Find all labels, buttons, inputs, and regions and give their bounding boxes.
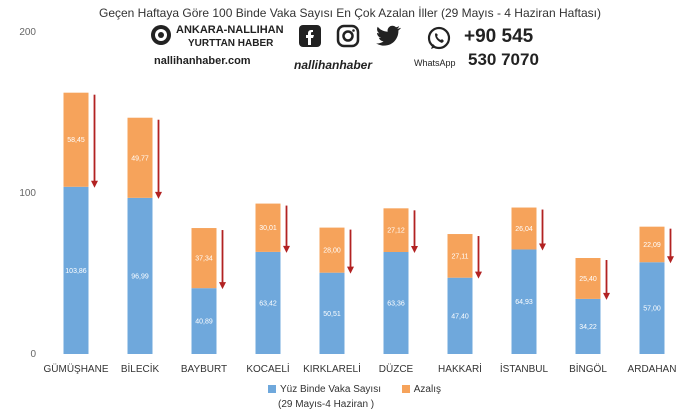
legend-item-cases: Yüz Binde Vaka Sayısı <box>268 384 381 395</box>
data-label-cases: 34,22 <box>579 324 597 331</box>
decrease-arrow <box>667 228 674 264</box>
decrease-arrow <box>539 209 546 251</box>
site-name: nallihanhaber.com <box>154 55 251 67</box>
category-label: KIRKLARELİ <box>303 362 361 375</box>
brand-line-1: ANKARA-NALLIHAN <box>176 24 284 36</box>
bar-cases <box>639 262 665 354</box>
category-label: GÜMÜŞHANE <box>43 363 108 375</box>
data-label-cases: 47,40 <box>451 313 469 320</box>
decrease-arrow <box>219 230 226 290</box>
data-label-cases: 57,00 <box>643 306 661 313</box>
bar-decrease <box>191 228 217 289</box>
y-axis: 0 100 200 <box>19 27 36 360</box>
decrease-arrow <box>347 229 354 274</box>
decrease-arrow <box>283 205 290 253</box>
legend: Yüz Binde Vaka Sayısı Azalış (29 Mayıs-4… <box>268 384 459 410</box>
category-labels: GÜMÜŞHANE BİLECİK BAYBURT KOCAELİ KIRKLARELİ… <box>43 362 676 375</box>
data-label-decrease: 25,40 <box>579 276 597 283</box>
decrease-arrow <box>411 210 418 253</box>
category-label: BAYBURT <box>181 364 227 375</box>
category-label: BİLECİK <box>121 362 160 375</box>
bar-decrease <box>63 92 89 187</box>
whatsapp-label: WhatsApp <box>414 58 456 68</box>
bar-decrease <box>639 226 665 263</box>
bar-cases <box>447 277 473 354</box>
instagram-icon <box>336 24 360 48</box>
bars: 103,86 58,45 96,99 49,77 40,89 37,34 63,42 30,0… <box>63 92 665 354</box>
legend-note: (29 Mayıs-4 Haziran ) <box>278 399 375 410</box>
data-label-cases: 50,51 <box>323 311 341 318</box>
bar-decrease <box>575 258 601 299</box>
data-label-cases: 63,36 <box>387 300 405 307</box>
bar-decrease <box>447 234 473 278</box>
bar-decrease <box>255 203 281 252</box>
bar-decrease <box>383 208 409 252</box>
bar-cases <box>191 288 217 354</box>
y-tick-label: 0 <box>30 349 36 360</box>
category-label: ARDAHAN <box>628 364 677 375</box>
data-label-cases: 64,93 <box>515 299 533 306</box>
bar-decrease <box>319 227 345 273</box>
phone-line-2: 530 7070 <box>468 50 539 69</box>
bar-cases <box>63 186 89 354</box>
watermark: ANKARA-NALLIHAN YURTTAN HABER nallihanha… <box>150 22 570 74</box>
bar-cases <box>511 249 537 354</box>
bar-cases <box>575 298 601 354</box>
category-label: İSTANBUL <box>500 362 549 375</box>
brand-line-2: YURTTAN HABER <box>188 38 274 49</box>
legend-swatch-cases <box>268 385 276 394</box>
category-label: HAKKARİ <box>438 362 482 375</box>
bar-cases <box>319 272 345 354</box>
data-label-decrease: 27,11 <box>452 253 469 260</box>
data-label-cases: 103,86 <box>65 268 87 275</box>
data-label-decrease: 27,12 <box>387 228 405 235</box>
bar-cases <box>255 251 281 354</box>
bar-decrease <box>127 117 153 198</box>
phone-line-1: +90 545 <box>464 26 534 47</box>
bar-cases <box>383 251 409 354</box>
data-label-decrease: 37,34 <box>195 256 213 263</box>
decrease-arrow <box>475 236 482 279</box>
whatsapp-icon <box>427 26 451 50</box>
legend-label-decrease: Azalış <box>413 384 441 395</box>
data-label-decrease: 28,00 <box>323 248 341 255</box>
decrease-arrow <box>603 260 610 300</box>
data-label-cases: 40,89 <box>195 319 213 326</box>
chart-title: Geçen Haftaya Göre 100 Binde Vaka Sayısı… <box>98 6 601 20</box>
legend-label-cases: Yüz Binde Vaka Sayısı <box>280 384 381 395</box>
facebook-icon <box>299 25 321 47</box>
social-handle: nallihanhaber <box>294 58 373 72</box>
data-label-decrease: 22,09 <box>643 242 661 249</box>
data-label-decrease: 26,04 <box>515 226 533 233</box>
legend-swatch-decrease <box>401 385 410 394</box>
legend-item-decrease: Azalış <box>401 384 441 395</box>
bar-cases <box>127 197 153 354</box>
category-label: KOCAELİ <box>246 362 289 375</box>
twitter-icon <box>376 25 401 46</box>
data-label-cases: 63,42 <box>259 300 277 307</box>
bar-decrease <box>511 207 537 250</box>
category-label: DÜZCE <box>379 363 414 375</box>
data-label-decrease: 30,01 <box>259 225 277 232</box>
decrease-arrow <box>91 94 98 188</box>
data-label-decrease: 49,77 <box>131 155 149 162</box>
data-label-cases: 96,99 <box>131 273 149 280</box>
data-label-decrease: 58,45 <box>67 137 85 144</box>
decrease-arrows <box>91 94 674 300</box>
brand-logo-icon <box>151 25 171 45</box>
y-tick-label: 200 <box>19 27 36 38</box>
decrease-arrow <box>155 119 162 199</box>
category-label: BİNGÖL <box>569 362 607 375</box>
y-tick-label: 100 <box>19 188 36 199</box>
